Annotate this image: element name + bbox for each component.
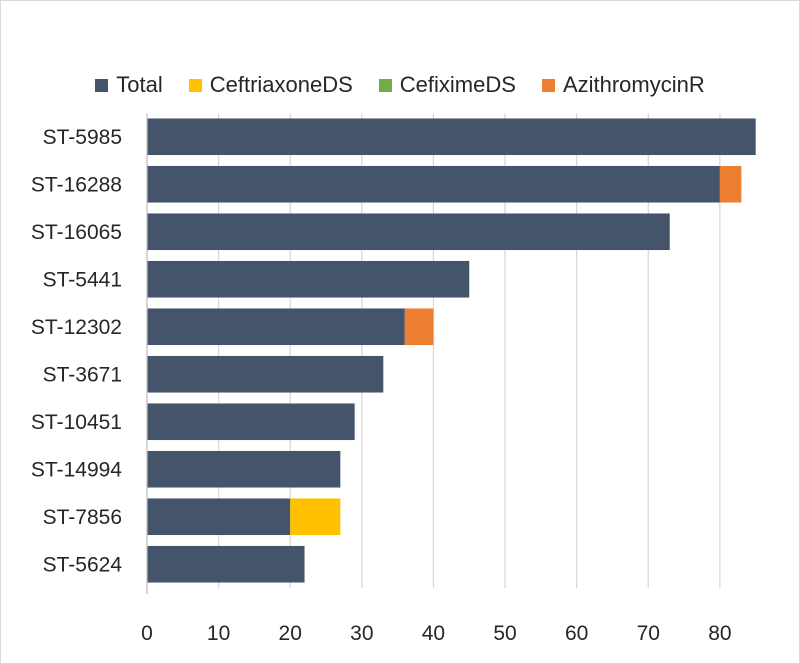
y-tick-label: ST-5985 xyxy=(43,126,122,149)
legend-swatch-azithromycinr xyxy=(541,78,555,92)
bar-total-st-16065 xyxy=(147,213,670,251)
legend-item-azithromycinr: AzithromycinR xyxy=(541,72,705,98)
y-tick-label: ST-5441 xyxy=(43,268,122,291)
y-tick-label: ST-14994 xyxy=(31,458,122,481)
bar-azithromycinr-st-12302 xyxy=(404,308,434,346)
x-tick-label: 80 xyxy=(708,622,731,645)
legend-swatch-ceftriaxoneds xyxy=(188,78,202,92)
legend-label-total: Total xyxy=(116,72,163,97)
x-tick-label: 60 xyxy=(565,622,588,645)
bar-total-st-5441 xyxy=(147,260,470,298)
y-tick-label: ST-16065 xyxy=(31,221,122,244)
axes: 0 10 20 30 40 50 60 70 80 ST-5985 ST-16288 ST-16065… xyxy=(31,113,732,645)
legend-item-ceftriaxoneds: CeftriaxoneDS xyxy=(188,72,353,98)
legend-label-azithromycinr: AzithromycinR xyxy=(562,72,705,97)
x-tick-label: 70 xyxy=(637,622,660,645)
bar-total-st-16288 xyxy=(147,165,720,203)
bar-total-st-5985 xyxy=(147,118,756,156)
y-tick-label: ST-3671 xyxy=(43,363,122,386)
legend-swatch-total xyxy=(95,78,109,92)
x-tick-label: 20 xyxy=(279,622,302,645)
bar-total-st-5624 xyxy=(147,545,305,583)
x-tick-label: 10 xyxy=(207,622,230,645)
x-tick-label: 30 xyxy=(350,622,373,645)
bar-total-st-14994 xyxy=(147,450,341,488)
legend-label-ceftriaxoneds: CeftriaxoneDS xyxy=(209,72,353,97)
legend: Total CeftriaxoneDS CefiximeDS Azithromy… xyxy=(0,72,800,98)
legend-swatch-cefiximeds xyxy=(378,78,392,92)
bar-total-st-7856 xyxy=(147,498,291,536)
y-tick-label: ST-10451 xyxy=(31,411,122,434)
y-tick-label: ST-5624 xyxy=(43,553,123,576)
bar-total-st-10451 xyxy=(147,403,355,441)
bar-total-st-3671 xyxy=(147,355,384,393)
bar-ceftriaxoneds-st-7856 xyxy=(290,498,341,536)
legend-item-cefiximeds: CefiximeDS xyxy=(378,72,516,98)
x-tick-label: 50 xyxy=(493,622,516,645)
legend-label-cefiximeds: CefiximeDS xyxy=(399,72,516,97)
bars xyxy=(147,118,756,583)
y-tick-label: ST-12302 xyxy=(31,316,122,339)
bar-azithromycinr-st-16288 xyxy=(719,165,742,203)
bar-total-st-12302 xyxy=(147,308,405,346)
y-tick-label: ST-7856 xyxy=(43,506,122,529)
legend-item-total: Total xyxy=(95,72,163,98)
x-tick-label: 0 xyxy=(141,622,153,645)
y-tick-label: ST-16288 xyxy=(31,173,122,196)
x-tick-label: 40 xyxy=(422,622,445,645)
